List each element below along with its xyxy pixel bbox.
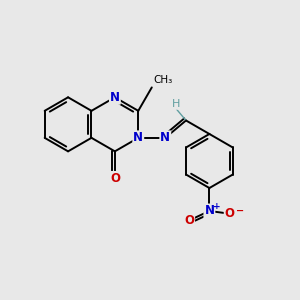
Text: CH₃: CH₃ bbox=[153, 75, 172, 85]
Text: N: N bbox=[110, 91, 120, 104]
Text: N: N bbox=[160, 131, 170, 144]
Text: H: H bbox=[172, 99, 181, 109]
Text: N: N bbox=[204, 205, 214, 218]
Text: N: N bbox=[133, 131, 143, 144]
Text: O: O bbox=[110, 172, 120, 185]
Text: O: O bbox=[225, 207, 235, 220]
Text: +: + bbox=[213, 202, 221, 211]
Text: −: − bbox=[236, 206, 244, 216]
Text: O: O bbox=[184, 214, 194, 227]
